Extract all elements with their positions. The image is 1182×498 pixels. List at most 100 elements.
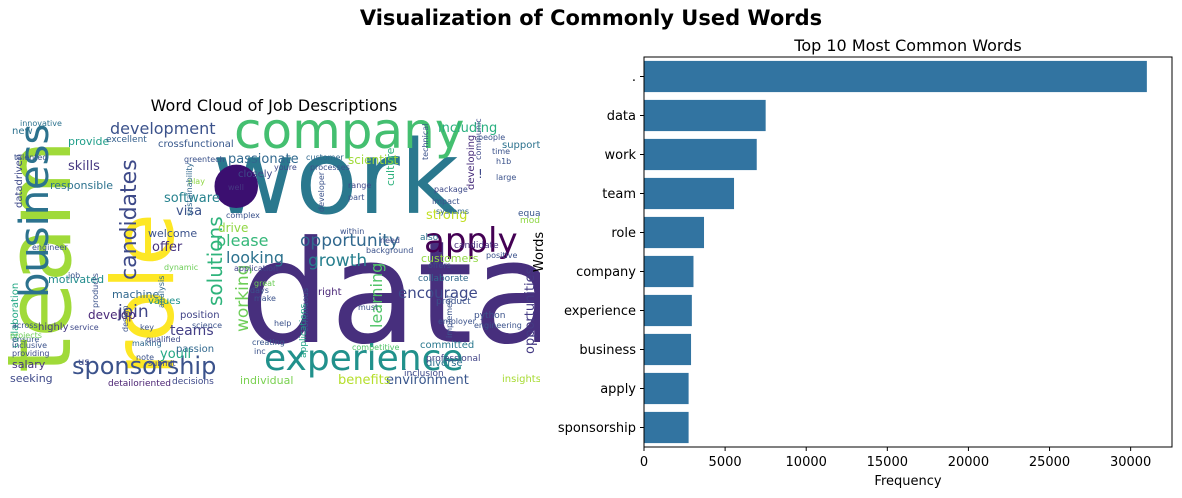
bar (644, 255, 694, 288)
word-cloud-word: highly (38, 322, 69, 333)
word-cloud-word: learning (367, 263, 386, 328)
word-cloud-word: projects (10, 331, 42, 340)
word-cloud-word: sustainability (185, 162, 194, 216)
word-cloud-word: making (132, 339, 162, 348)
word-cloud-word: experience (264, 338, 464, 379)
word-cloud-word: committed (420, 340, 474, 351)
word-cloud-word: data (240, 211, 540, 376)
word-cloud-word: key (140, 323, 154, 332)
word-cloud-word: development (110, 119, 216, 138)
bar (644, 294, 692, 327)
y-tick-label: sponsorship (558, 421, 636, 436)
word-cloud-word: environment (386, 373, 469, 386)
word-cloud-title: Word Cloud of Job Descriptions (150, 96, 398, 115)
word-cloud-word: youll (160, 347, 191, 362)
word-cloud-word: engineer (32, 243, 68, 252)
x-tick-label: 5000 (709, 455, 742, 470)
word-cloud-word: offers (428, 261, 451, 270)
word-cloud-word: decisions (172, 377, 214, 386)
y-tick-label: work (605, 148, 637, 163)
word-cloud-word: insights (502, 374, 540, 385)
word-cloud-word: note (136, 353, 154, 362)
word-cloud-word: teams (170, 323, 214, 339)
word-cloud-word: new (12, 126, 33, 137)
word-cloud-word: inc (254, 347, 266, 356)
word-cloud-word: apply (424, 221, 518, 261)
word-cloud-word: closely (238, 169, 273, 180)
word-cloud-word: provide (68, 135, 110, 148)
x-axis-label: Frequency (874, 474, 941, 489)
bar (644, 138, 757, 171)
word-cloud-word: products (91, 273, 100, 308)
word-cloud-word: employer (438, 317, 477, 326)
word-cloud-word: communication (474, 118, 483, 160)
word-cloud-word: youre (274, 163, 297, 172)
word-cloud-word: machine (112, 288, 160, 301)
word-cloud-word: positive (486, 251, 517, 260)
bar (644, 99, 766, 132)
word-cloud-word: submit (148, 359, 175, 368)
y-tick-label: business (579, 343, 636, 358)
word-cloud-word: within (340, 227, 364, 236)
word-cloud-word: collaboration (10, 283, 21, 348)
word-cloud-word: scientist (348, 153, 398, 167)
word-cloud-word: continuous (301, 288, 310, 332)
word-cloud-word: develop (88, 308, 136, 322)
word-cloud-word: well (228, 183, 244, 192)
word-cloud-word: impact (432, 197, 460, 206)
y-tick-label: experience (564, 304, 636, 319)
word-cloud-word: ensure (12, 335, 39, 344)
word-cloud-word: need (380, 236, 400, 245)
word-cloud-word: greentech (184, 155, 225, 164)
word-cloud-word: professional (426, 354, 481, 364)
word-cloud-word: time (492, 147, 510, 156)
word-cloud-word: benefits (338, 373, 391, 386)
word-cloud-word: strong (426, 208, 467, 223)
word-cloud-word: systems (436, 207, 469, 216)
word-cloud-word: large (496, 173, 516, 182)
y-tick-label: company (576, 265, 636, 280)
word-cloud-word: science (192, 321, 222, 330)
bar (644, 411, 689, 444)
word-cloud-word: engineering (474, 321, 522, 330)
word-cloud-word: drive (218, 221, 248, 235)
word-cloud-word: range (348, 181, 371, 190)
y-tick-label: role (611, 226, 636, 241)
y-tick-label: apply (600, 382, 636, 397)
word-cloud-word: position (180, 310, 220, 321)
word-cloud-word: qualified (146, 335, 181, 344)
word-cloud-word: h1b (496, 157, 511, 166)
word-cloud-word: package (434, 185, 468, 194)
word-cloud-word: service (70, 323, 99, 332)
word-cloud-word: business (12, 124, 58, 298)
word-cloud-word: talented (14, 153, 47, 162)
word-cloud-word: visa (176, 204, 202, 219)
word-cloud-word: solutions (203, 216, 227, 306)
word-cloud-word: collaborate (418, 274, 469, 284)
word-cloud-word: encourage (398, 284, 478, 302)
word-cloud-word: ! (478, 167, 483, 181)
word-cloud-word: across (12, 321, 38, 330)
word-cloud-word: values (148, 296, 181, 307)
word-cloud-word: motivated (48, 273, 104, 286)
word-cloud-word: application (234, 264, 278, 273)
word-cloud-word: individual (240, 374, 293, 386)
word-cloud-word: excellent (106, 135, 147, 145)
x-tick-label: 30000 (1110, 455, 1151, 470)
word-cloud-word: right (318, 287, 342, 298)
word-cloud-word: datadriven (14, 154, 25, 208)
word-cloud-word: candidate (454, 241, 499, 251)
word-cloud-word: people (478, 133, 505, 142)
x-tick-label: 20000 (948, 455, 989, 470)
word-cloud-word: help (274, 319, 291, 328)
word-cloud-word: inclusion (404, 369, 444, 379)
word-cloud-word: • (192, 118, 280, 278)
word-cloud-word: applications (299, 303, 309, 358)
word-cloud-word: play (188, 177, 205, 186)
word-cloud-word: opportunities (523, 267, 538, 354)
word-cloud-word: welcome (148, 227, 197, 240)
word-cloud-word: great (254, 279, 275, 288)
figure-title: Visualization of Commonly Used Words (359, 6, 823, 30)
